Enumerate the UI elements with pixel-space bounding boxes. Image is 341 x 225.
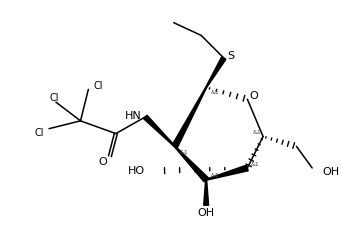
Text: HN: HN	[124, 110, 142, 120]
Text: Cl: Cl	[49, 93, 59, 103]
Text: S: S	[227, 51, 234, 61]
Text: OH: OH	[197, 207, 215, 217]
Text: HO: HO	[128, 165, 145, 175]
Polygon shape	[206, 58, 226, 88]
Polygon shape	[144, 116, 175, 147]
Polygon shape	[206, 165, 248, 180]
Text: &1: &1	[179, 149, 188, 154]
Text: &1: &1	[211, 173, 219, 178]
Text: &1: &1	[211, 90, 219, 94]
Text: &1: &1	[251, 161, 260, 166]
Polygon shape	[174, 146, 208, 182]
Text: Cl: Cl	[93, 81, 103, 91]
Text: O: O	[250, 91, 258, 101]
Polygon shape	[204, 180, 209, 205]
Text: Cl: Cl	[35, 127, 44, 137]
Text: OH: OH	[322, 166, 339, 176]
Text: &1: &1	[253, 130, 262, 135]
Polygon shape	[172, 88, 207, 148]
Text: O: O	[99, 156, 107, 166]
